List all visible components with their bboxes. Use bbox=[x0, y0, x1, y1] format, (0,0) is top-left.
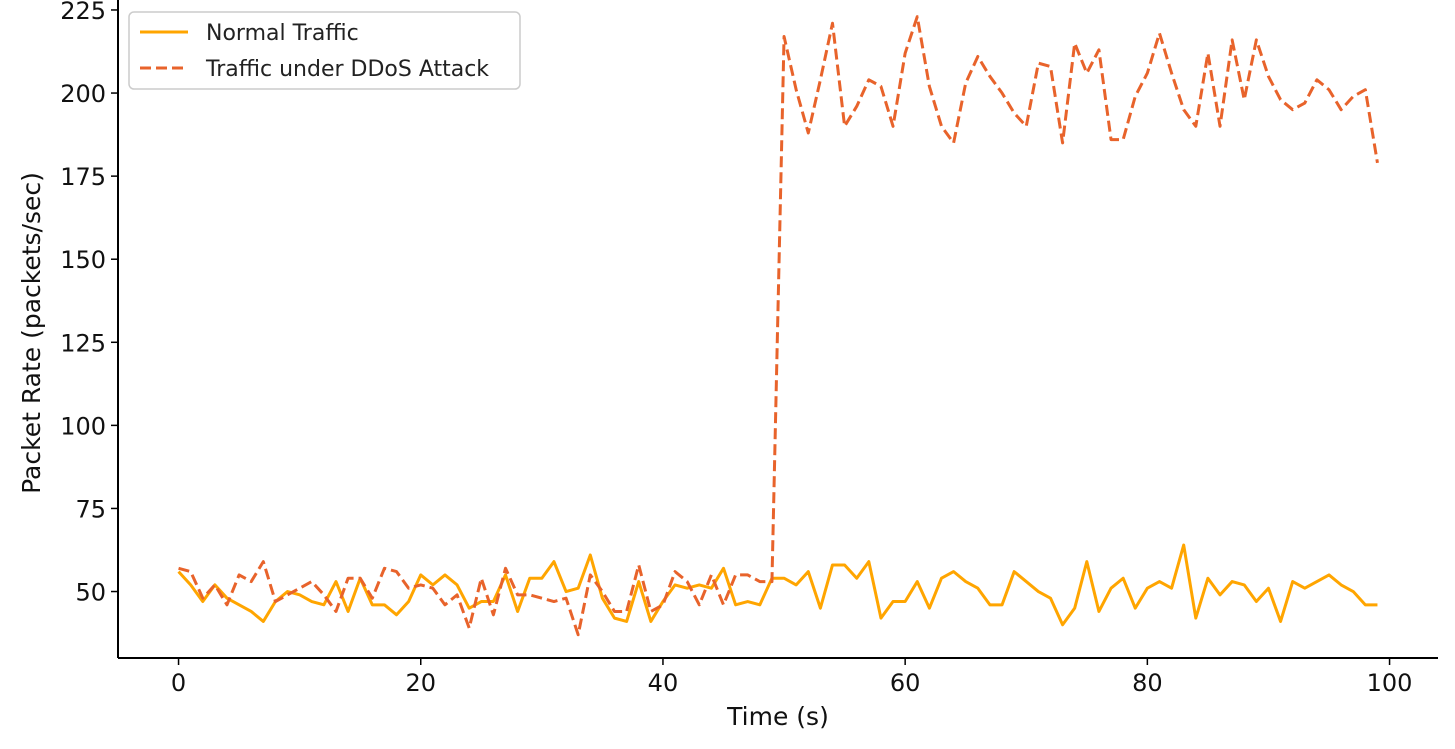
series-line-normal-traffic bbox=[177, 543, 1378, 627]
y-tick-label: 175 bbox=[60, 163, 106, 191]
x-tick-label: 80 bbox=[1132, 669, 1163, 697]
axes: 0 20 40 60 80 100 50 75 100 125 150 175 200 225 bbox=[60, 0, 1438, 697]
x-tick-label: 20 bbox=[405, 669, 436, 697]
x-tick-label: 40 bbox=[648, 669, 679, 697]
legend-label-ddos-traffic: Traffic under DDoS Attack bbox=[205, 57, 489, 82]
series-line-ddos-traffic bbox=[178, 15, 1379, 637]
chart-legend: Normal Traffic Traffic under DDoS Attack bbox=[128, 11, 521, 90]
y-tick-label: 50 bbox=[75, 579, 106, 607]
y-tick-label: 150 bbox=[60, 246, 106, 274]
y-tick-label: 100 bbox=[60, 412, 106, 440]
legend-box bbox=[128, 11, 521, 90]
x-tick-label: 100 bbox=[1367, 669, 1413, 697]
x-tick-label: 60 bbox=[890, 669, 921, 697]
y-axis-title: Packet Rate (packets/sec) bbox=[17, 172, 46, 494]
y-tick-label: 75 bbox=[75, 495, 106, 523]
x-tick-label: 0 bbox=[171, 669, 186, 697]
plot-area bbox=[177, 15, 1379, 637]
y-tick-label: 125 bbox=[60, 329, 106, 357]
x-axis-title: Time (s) bbox=[726, 702, 829, 731]
y-tick-label: 225 bbox=[60, 0, 106, 25]
y-tick-label: 200 bbox=[60, 80, 106, 108]
legend-label-normal-traffic: Normal Traffic bbox=[206, 21, 359, 46]
